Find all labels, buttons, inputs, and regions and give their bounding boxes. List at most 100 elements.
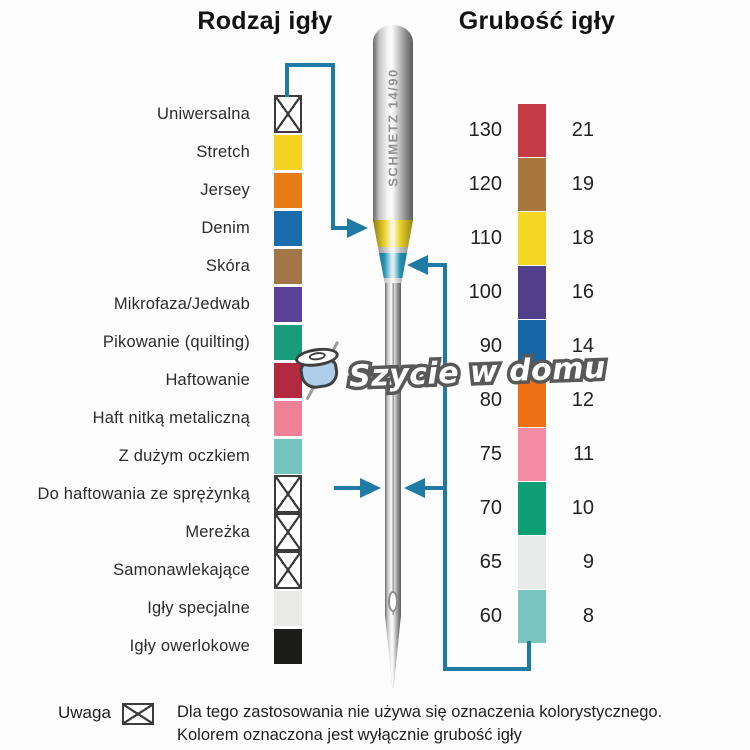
needle-shank <box>373 25 413 220</box>
type-band-arrow-icon <box>347 218 368 238</box>
needle-brand-text: SCHMETZ 14/90 <box>385 68 401 187</box>
needle-type-color-band <box>373 220 413 247</box>
color-swatch <box>274 590 302 626</box>
size-imperial-value: 19 <box>571 172 594 195</box>
size-metric-value: 130 <box>468 118 502 141</box>
needle-type-label: Denim <box>201 218 250 237</box>
needle-shaft <box>385 283 401 615</box>
watermark: Szycie w domu <box>293 340 610 404</box>
color-swatch <box>274 362 302 398</box>
needle-type-row: Igły owerlokowe <box>8 627 302 665</box>
color-swatch <box>274 286 302 322</box>
color-swatch <box>518 589 546 643</box>
color-swatch <box>518 157 546 211</box>
note-text: Dla tego zastosowania nie używa się ozna… <box>177 701 743 747</box>
thread-spool-icon <box>289 337 351 408</box>
needle-thickness-title: Grubość igły <box>458 7 616 35</box>
size-imperial-value: 21 <box>571 118 594 141</box>
shaft-right-arrow-stub <box>423 486 445 490</box>
size-imperial-value: 12 <box>571 388 594 411</box>
color-swatch <box>274 400 302 436</box>
needle-type-row: Pikowanie (quilting) <box>8 323 302 361</box>
color-swatch <box>274 134 302 170</box>
size-band-arrow-icon <box>407 255 428 275</box>
note-label: Uwaga <box>58 703 111 722</box>
swatch-cell <box>274 133 302 171</box>
needle-size-row: 90 14 <box>448 319 648 373</box>
swatch-cell <box>274 627 302 665</box>
size-imperial-value: 9 <box>582 550 594 573</box>
size-metric-value: 65 <box>479 550 502 573</box>
color-swatch <box>274 210 302 246</box>
color-swatch <box>274 628 302 664</box>
swatch-cell <box>274 589 302 627</box>
needle-size-row: 120 19 <box>448 157 648 211</box>
needle-type-label: Samonawlekające <box>113 560 250 579</box>
type-connector-line-up <box>285 63 289 97</box>
needle-brand-engraving: SCHMETZ 14/90 <box>373 40 413 215</box>
size-connector-line-down <box>443 263 447 671</box>
needle-type-row: Haftowanie <box>8 361 302 399</box>
needle-type-label: Pikowanie (quilting) <box>102 332 250 351</box>
type-connector-line-down <box>331 63 335 230</box>
needle-eye <box>388 591 398 612</box>
needle-size-row: 75 11 <box>448 427 648 481</box>
swatch-cell <box>274 247 302 285</box>
needle-type-label: Mereżka <box>185 522 250 541</box>
shaft-left-arrow-icon <box>360 478 381 498</box>
size-connector-line-to-swatch <box>527 641 531 671</box>
size-imperial-value: 11 <box>573 442 594 465</box>
needle-point <box>385 615 401 688</box>
needle-type-label: Z dużym oczkiem <box>118 446 250 465</box>
needle-type-row: Do haftowania ze sprężynką <box>8 475 302 513</box>
swatch-cell <box>274 399 302 437</box>
size-metric-value: 100 <box>468 280 502 303</box>
size-connector-stub-top <box>426 263 447 267</box>
size-metric-value: 60 <box>479 604 502 627</box>
swatch-cell <box>274 171 302 209</box>
needle-illustration: SCHMETZ 14/90 <box>373 25 413 690</box>
needle-size-row: 130 21 <box>448 103 648 157</box>
crossed-box-legend-icon <box>122 703 154 725</box>
needle-type-label: Do haftowania ze sprężynką <box>37 484 250 503</box>
color-swatch <box>518 481 546 535</box>
swatch-cell <box>274 475 302 513</box>
swatch-cell <box>274 437 302 475</box>
needle-type-row: Mikrofaza/Jedwab <box>8 285 302 323</box>
needle-type-row: Samonawlekające <box>8 551 302 589</box>
swatch-cell <box>274 513 302 551</box>
color-swatch <box>518 211 546 265</box>
needle-type-row: Uniwersalna <box>8 95 302 133</box>
needle-type-row: Jersey <box>8 171 302 209</box>
type-connector-line-across <box>285 63 335 67</box>
size-metric-value: 80 <box>479 388 502 411</box>
needle-type-row: Z dużym oczkiem <box>8 437 302 475</box>
color-swatch <box>518 103 546 157</box>
needle-size-row: 65 9 <box>448 535 648 589</box>
needle-type-label: Haft nitką metaliczną <box>92 408 250 427</box>
needle-type-title: Rodzaj igły <box>197 7 333 35</box>
watermark-text: Szycie w domu <box>345 347 610 398</box>
size-metric-value: 75 <box>479 442 502 465</box>
size-imperial-value: 14 <box>571 334 594 357</box>
shaft-left-arrow-stub <box>334 486 362 490</box>
swatch-cell <box>274 361 302 399</box>
size-imperial-value: 16 <box>571 280 594 303</box>
needle-size-row: 80 12 <box>448 373 648 427</box>
color-swatch <box>274 248 302 284</box>
size-imperial-value: 18 <box>571 226 594 249</box>
needle-size-list: 130 21 120 19 110 18 100 16 90 14 80 12 75 11 70 10 65 9 6… <box>448 103 648 643</box>
note-line-1: Dla tego zastosowania nie używa się ozna… <box>177 703 663 721</box>
color-swatch <box>518 373 546 427</box>
swatch-cell <box>274 209 302 247</box>
size-metric-value: 90 <box>479 334 502 357</box>
size-imperial-value: 8 <box>582 604 594 627</box>
needle-type-label: Igły specjalne <box>147 598 250 617</box>
needle-type-row: Haft nitką metaliczną <box>8 399 302 437</box>
needle-type-row: Stretch <box>8 133 302 171</box>
color-swatch <box>518 535 546 589</box>
needle-type-label: Uniwersalna <box>157 104 250 123</box>
needle-type-label: Haftowanie <box>165 370 250 389</box>
type-connector-stub <box>331 226 349 230</box>
